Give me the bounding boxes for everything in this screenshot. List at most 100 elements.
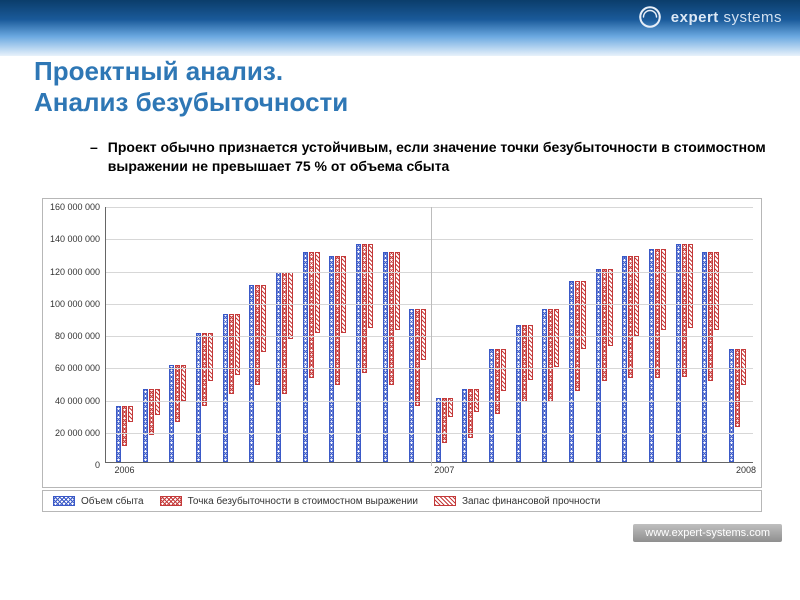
chart-bar (368, 244, 373, 328)
chart-gridline (106, 272, 753, 273)
chart-bar-group (489, 349, 506, 462)
bullet-block: – Проект обычно признается устойчивым, е… (90, 138, 770, 176)
chart-bar (155, 389, 160, 415)
chart-gridline (106, 304, 753, 305)
chart-bar-group (249, 285, 266, 462)
chart-bar (436, 398, 441, 463)
chart-bar (581, 281, 586, 349)
legend-swatch-sales (53, 496, 75, 506)
chart-bar (181, 365, 186, 400)
chart-bar (409, 309, 414, 462)
bullet-item: – Проект обычно признается устойчивым, е… (90, 138, 770, 176)
chart-bar (169, 365, 174, 462)
chart-y-tick-label: 60 000 000 (55, 363, 106, 373)
legend-item-sales: Объем сбыта (53, 496, 144, 507)
chart-x-tick-label: 2006 (114, 462, 134, 475)
chart-bar (128, 406, 133, 422)
chart-bar (442, 398, 447, 443)
chart-bar (554, 309, 559, 367)
chart-bar (714, 252, 719, 329)
chart-bar (634, 256, 639, 337)
chart-bar (315, 252, 320, 333)
chart-bar (208, 333, 213, 381)
chart-gridline (106, 239, 753, 240)
chart-bar (602, 269, 607, 382)
legend-swatch-breakeven (160, 496, 182, 506)
chart-bar (288, 272, 293, 340)
chart-y-tick-label: 100 000 000 (50, 299, 106, 309)
chart-bar-group (196, 333, 213, 462)
chart-bar-group (169, 365, 186, 462)
chart-bar (516, 325, 521, 462)
chart-y-tick-label: 120 000 000 (50, 267, 106, 277)
chart-bar (729, 349, 734, 462)
chart-bars (106, 207, 753, 462)
bullet-dash: – (90, 138, 98, 176)
page-title: Проектный анализ. Анализ безубыточности (34, 56, 348, 117)
chart-bar (356, 244, 361, 462)
chart-bar-group (729, 349, 746, 462)
chart-bar-group (702, 252, 719, 462)
chart-bar (255, 285, 260, 385)
chart-gridline (106, 433, 753, 434)
chart-gridline (106, 401, 753, 402)
legend-label-margin: Запас финансовой прочности (462, 496, 600, 507)
chart-y-tick-label: 160 000 000 (50, 202, 106, 212)
chart-bar (149, 389, 154, 434)
chart-bar-group (303, 252, 320, 462)
legend-label-sales: Объем сбыта (81, 496, 144, 507)
chart-bar (202, 333, 207, 406)
legend-item-breakeven: Точка безубыточности в стоимостном выраж… (160, 496, 418, 507)
chart-bar (501, 349, 506, 391)
chart-bar-group (649, 249, 666, 462)
chart-bar-group (409, 309, 426, 462)
chart-bar (655, 249, 660, 378)
chart-bar (421, 309, 426, 361)
chart-bar (249, 285, 254, 462)
chart-bar (569, 281, 574, 462)
chart-bar-group (116, 406, 133, 462)
chart-bar (335, 256, 340, 385)
breakeven-chart: 0 20 000 000 40 000 000 60 000 000 80 000 00… (42, 198, 762, 488)
chart-y-tick-label: 20 000 000 (55, 428, 106, 438)
chart-bar (608, 269, 613, 346)
chart-y-tick-label: 0 (95, 460, 106, 470)
chart-bar (649, 249, 654, 462)
chart-bar-group (516, 325, 533, 462)
legend-swatch-margin (434, 496, 456, 506)
chart-bar (468, 389, 473, 437)
brand-light: systems (723, 9, 782, 26)
chart-bar (303, 252, 308, 462)
brand-bold: expert (671, 9, 719, 26)
chart-bar (261, 285, 266, 353)
chart-bar (702, 252, 707, 462)
footer-url: www.expert-systems.com (633, 524, 782, 542)
chart-bar (542, 309, 547, 462)
chart-y-tick-label: 80 000 000 (55, 331, 106, 341)
chart-legend: Объем сбыта Точка безубыточности в стоим… (42, 490, 762, 512)
chart-bar (495, 349, 500, 414)
chart-bar-group (569, 281, 586, 462)
chart-y-tick-label: 40 000 000 (55, 396, 106, 406)
chart-bar (122, 406, 127, 446)
chart-bar-group (383, 252, 400, 462)
chart-bar-group (676, 244, 693, 462)
chart-bar (383, 252, 388, 462)
chart-x-tick-label: 2007 (434, 462, 454, 475)
chart-bar (175, 365, 180, 421)
chart-bar (688, 244, 693, 328)
chart-bar-group (436, 398, 453, 463)
legend-label-breakeven: Точка безубыточности в стоимостном выраж… (188, 496, 418, 507)
chart-bar (196, 333, 201, 462)
brand-logo-icon (637, 4, 663, 30)
chart-bar (116, 406, 121, 462)
chart-bar-group (622, 256, 639, 462)
chart-bar (395, 252, 400, 329)
chart-bar-group (356, 244, 373, 462)
bullet-text: Проект обычно признается устойчивым, есл… (108, 138, 770, 176)
chart-bar (676, 244, 681, 462)
chart-bar (661, 249, 666, 330)
brand-logo: expert systems (637, 4, 782, 30)
chart-bar (341, 256, 346, 333)
title-line-2: Анализ безубыточности (34, 87, 348, 118)
